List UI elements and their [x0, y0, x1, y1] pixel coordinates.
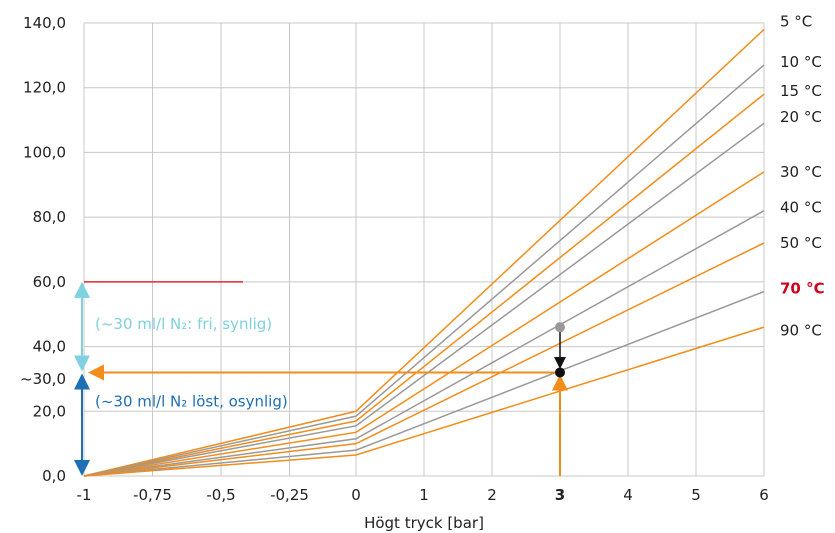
y-tick-label: 120,0 — [23, 79, 66, 97]
series-line — [83, 122, 765, 477]
x-tick-label: -0,75 — [133, 486, 172, 504]
x-tick-label: 5 — [691, 486, 701, 504]
x-tick-label: 0 — [351, 486, 361, 504]
x-tick-label: 2 — [487, 486, 497, 504]
y-tick-label: 80,0 — [33, 208, 66, 226]
series-label: 5 °C — [780, 12, 812, 30]
y-tick-label: ~30,0 — [20, 370, 66, 388]
series-label: 50 °C — [780, 234, 822, 252]
black-point — [555, 367, 565, 378]
series-label: 10 °C — [780, 53, 822, 71]
x-tick-label: -0,5 — [206, 486, 235, 504]
series-label: 70 °C — [780, 279, 825, 297]
y-tick-label: 40,0 — [33, 338, 66, 356]
series-line — [83, 171, 765, 477]
series-line — [83, 93, 765, 477]
x-tick-label: 3 — [555, 486, 565, 504]
x-tick-label: 1 — [419, 486, 429, 504]
x-tick-label: 6 — [759, 486, 769, 504]
dissolved-gas-note: (~30 ml/l N₂ löst, osynlig) — [95, 393, 288, 411]
series-line — [83, 28, 765, 477]
series-line — [83, 326, 765, 477]
y-tick-label: 60,0 — [33, 273, 66, 291]
series-line — [83, 290, 765, 477]
series-label: 30 °C — [780, 163, 822, 181]
x-tick-label: -1 — [77, 486, 92, 504]
x-tick-label: 4 — [623, 486, 633, 504]
series-label: 20 °C — [780, 108, 822, 126]
series-line — [83, 64, 765, 477]
series-label: 40 °C — [780, 198, 822, 216]
series-line — [83, 242, 765, 477]
series-label: 15 °C — [780, 82, 822, 100]
y-tick-label: 140,0 — [23, 14, 66, 32]
series-line — [83, 210, 765, 477]
y-tick-label: 0,0 — [42, 467, 66, 485]
x-axis-title: Högt tryck [bar] — [364, 514, 484, 532]
gray-point — [555, 322, 565, 333]
x-tick-label: -0,25 — [270, 486, 309, 504]
series-label: 90 °C — [780, 321, 822, 339]
y-tick-label: 100,0 — [23, 143, 66, 161]
y-tick-label: 20,0 — [33, 402, 66, 420]
free-gas-note: (~30 ml/l N₂: fri, synlig) — [95, 315, 272, 333]
